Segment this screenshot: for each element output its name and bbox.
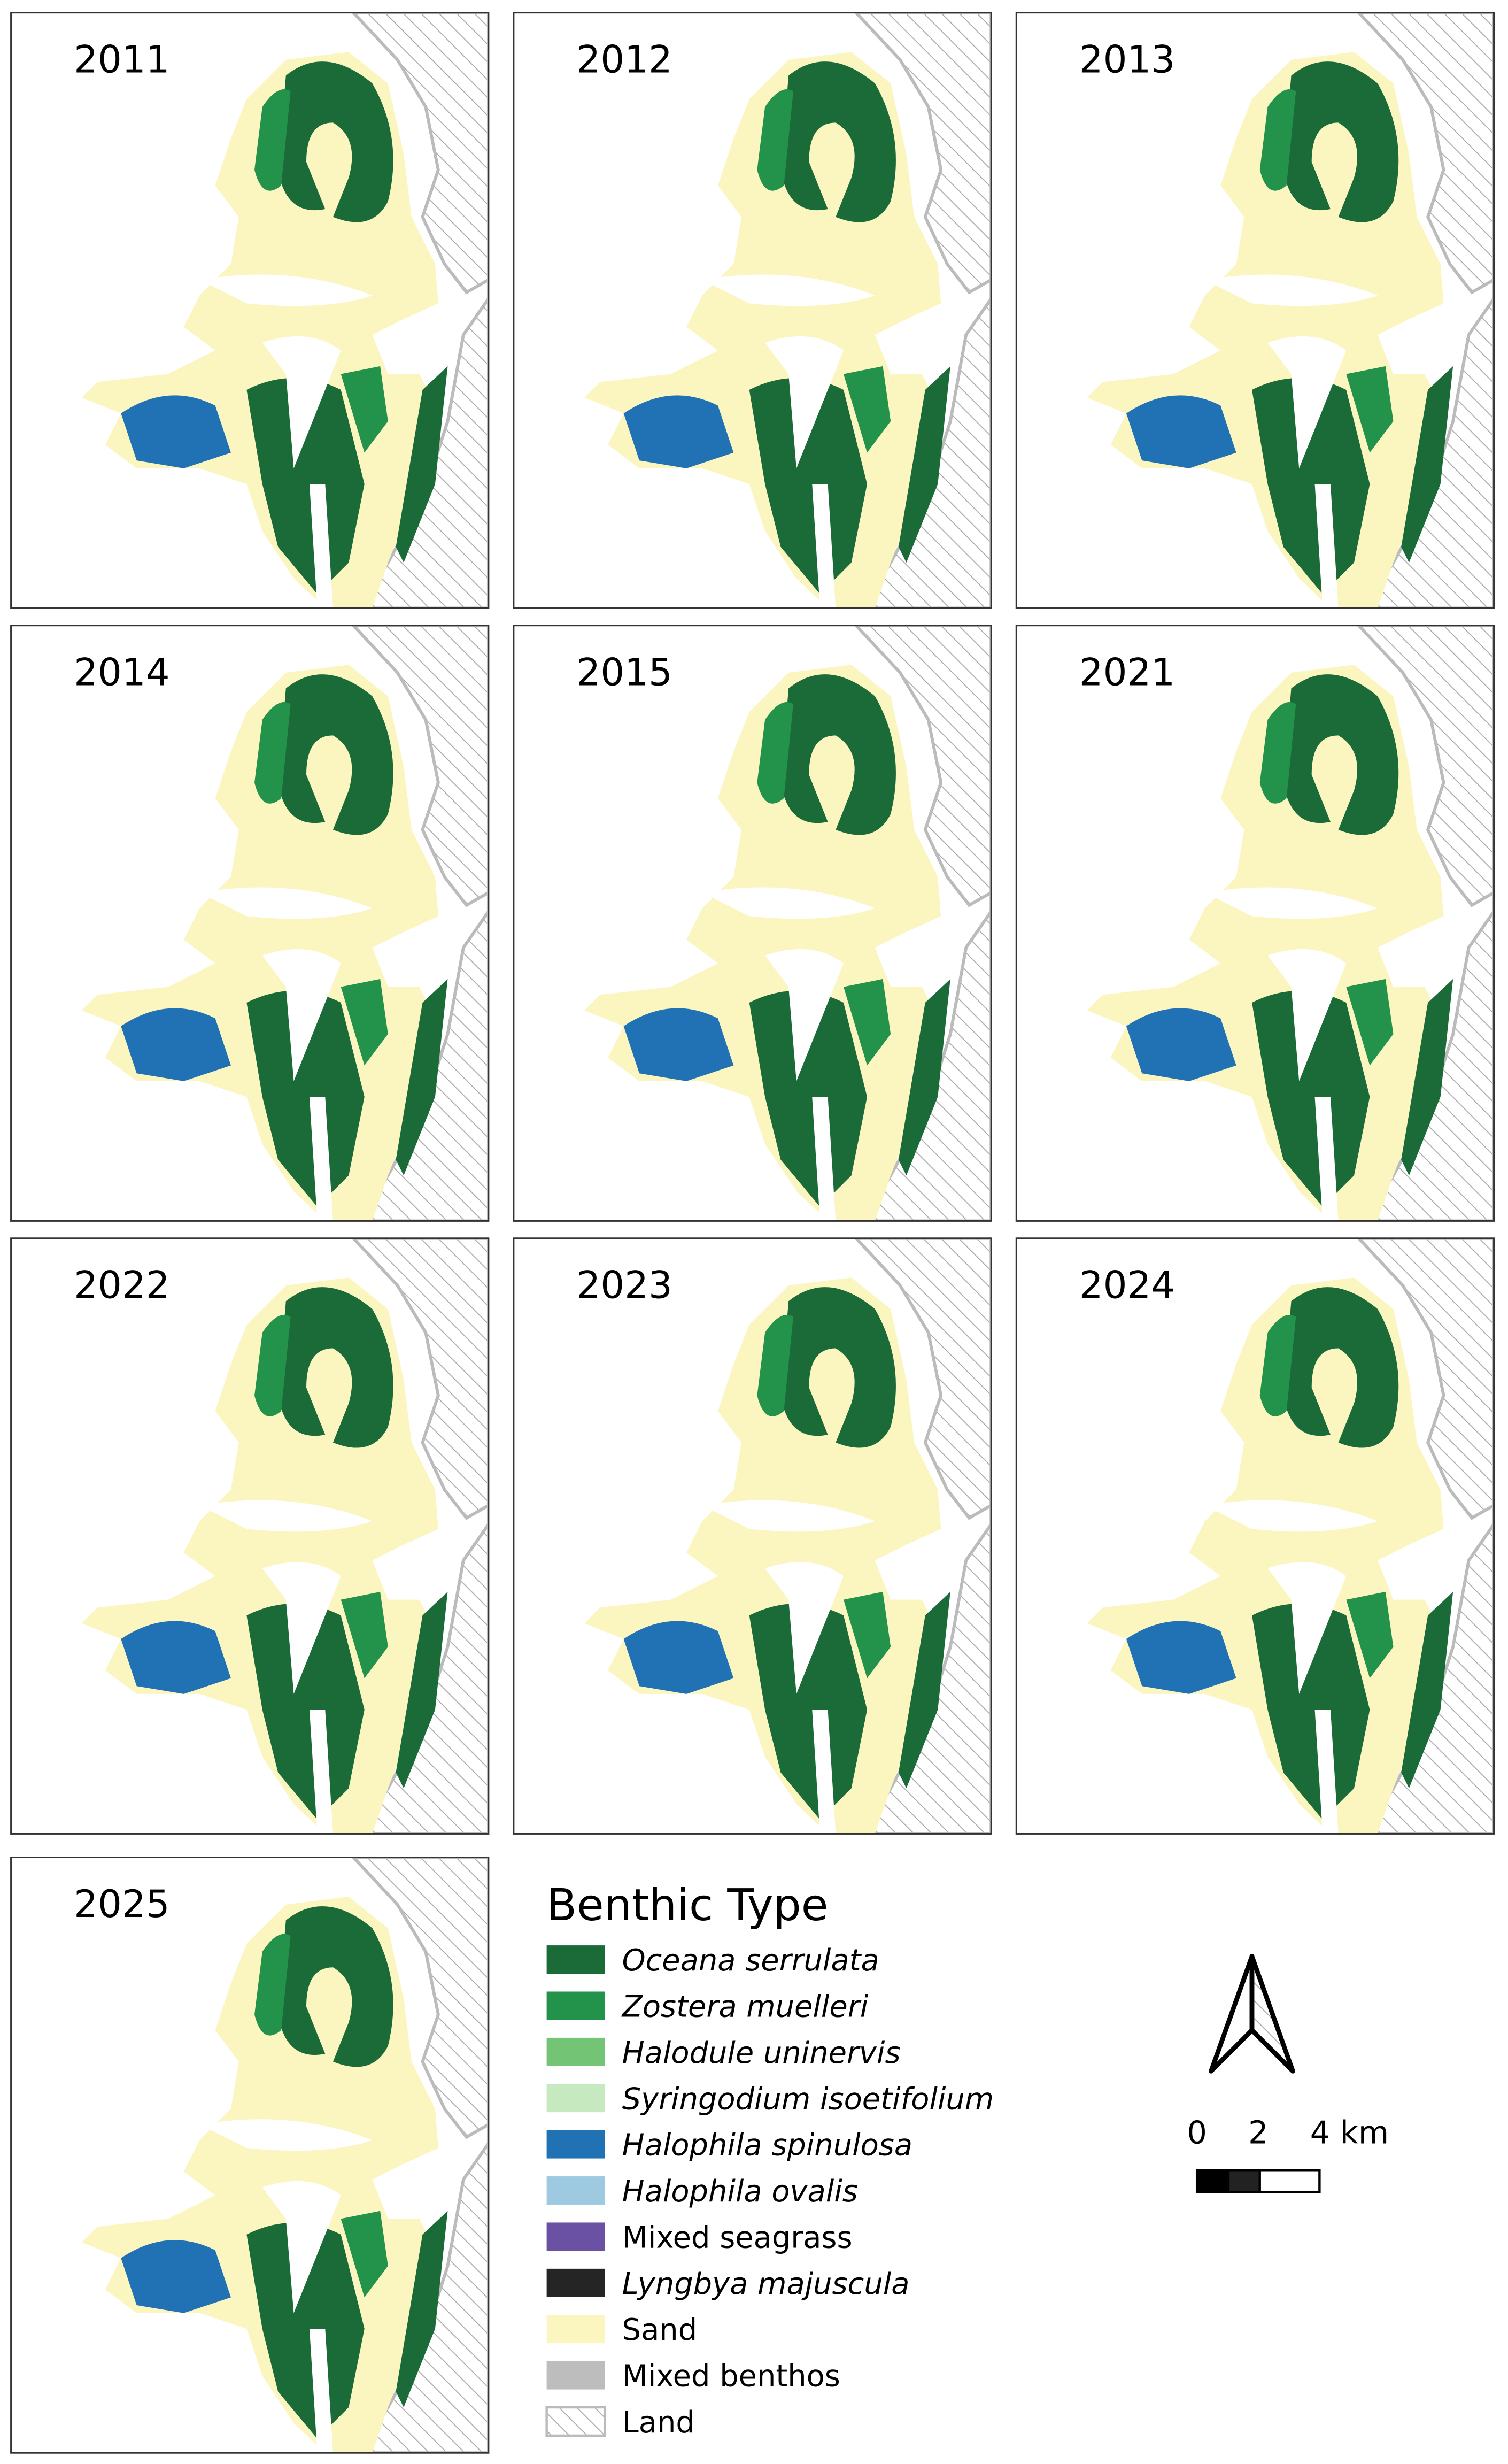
legend-label: Halophila ovalis: [622, 2174, 858, 2209]
map-panel: 2012: [513, 12, 992, 609]
legend-swatch: [546, 2130, 605, 2159]
legend-title: Benthic Type: [547, 1880, 829, 1931]
panel-year: 2021: [1079, 650, 1175, 694]
legend-swatch: [546, 1945, 605, 1974]
map-panel: 2013: [1015, 12, 1495, 609]
legend-swatch: [546, 2084, 605, 2113]
legend-label: Halodule uninervis: [622, 2036, 901, 2070]
panel-year: 2015: [576, 650, 672, 694]
scale-label: 4 km: [1310, 2114, 1389, 2151]
panel-year: 2025: [74, 1882, 169, 1926]
legend-swatch: [546, 2222, 605, 2251]
legend-swatch: [546, 2176, 605, 2205]
legend-label: Zostera muelleri: [621, 1990, 869, 2024]
map-panel: 2011: [10, 12, 490, 609]
legend-swatch: [546, 1991, 605, 2020]
legend-label: Halophila spinulosa: [622, 2128, 912, 2163]
scale-label: 0: [1187, 2114, 1207, 2151]
map-panel: 2015: [513, 625, 992, 1222]
panel-year: 2012: [576, 37, 672, 81]
panel-year: 2024: [1079, 1263, 1175, 1307]
map-panel: 2021: [1015, 625, 1495, 1222]
map-panel: 2025: [10, 1857, 490, 2454]
legend-label: Lyngbya majuscula: [622, 2267, 910, 2301]
panel-year: 2023: [576, 1263, 672, 1307]
legend: Benthic Type Oceana serrulata Zostera mue…: [545, 1880, 994, 2440]
panel-year: 2011: [74, 37, 169, 81]
north-arrow: [1209, 1954, 1295, 2074]
legend-label: Mixed benthos: [622, 2359, 840, 2394]
map-panel: 2014: [10, 625, 490, 1222]
legend-label: Oceana serrulata: [622, 1943, 879, 1978]
legend-swatch: [545, 2406, 606, 2437]
legend-swatch: [546, 2315, 605, 2344]
legend-swatch: [546, 2037, 605, 2066]
legend-label: Mixed seagrass: [622, 2220, 853, 2255]
scale-bar: [1195, 2169, 1321, 2193]
legend-label: Sand: [622, 2313, 697, 2347]
panel-year: 2014: [74, 650, 169, 694]
legend-swatch: [546, 2268, 605, 2297]
panel-year: 2022: [74, 1263, 169, 1307]
legend-label: Land: [622, 2405, 695, 2440]
scale-label: 2: [1248, 2114, 1268, 2151]
map-panel: 2023: [513, 1237, 992, 1835]
map-panel: 2024: [1015, 1237, 1495, 1835]
legend-swatch: [546, 2361, 605, 2390]
legend-label: Syringodium isoetifolium: [622, 2082, 994, 2116]
panel-year: 2013: [1079, 37, 1175, 81]
map-panel: 2022: [10, 1237, 490, 1835]
